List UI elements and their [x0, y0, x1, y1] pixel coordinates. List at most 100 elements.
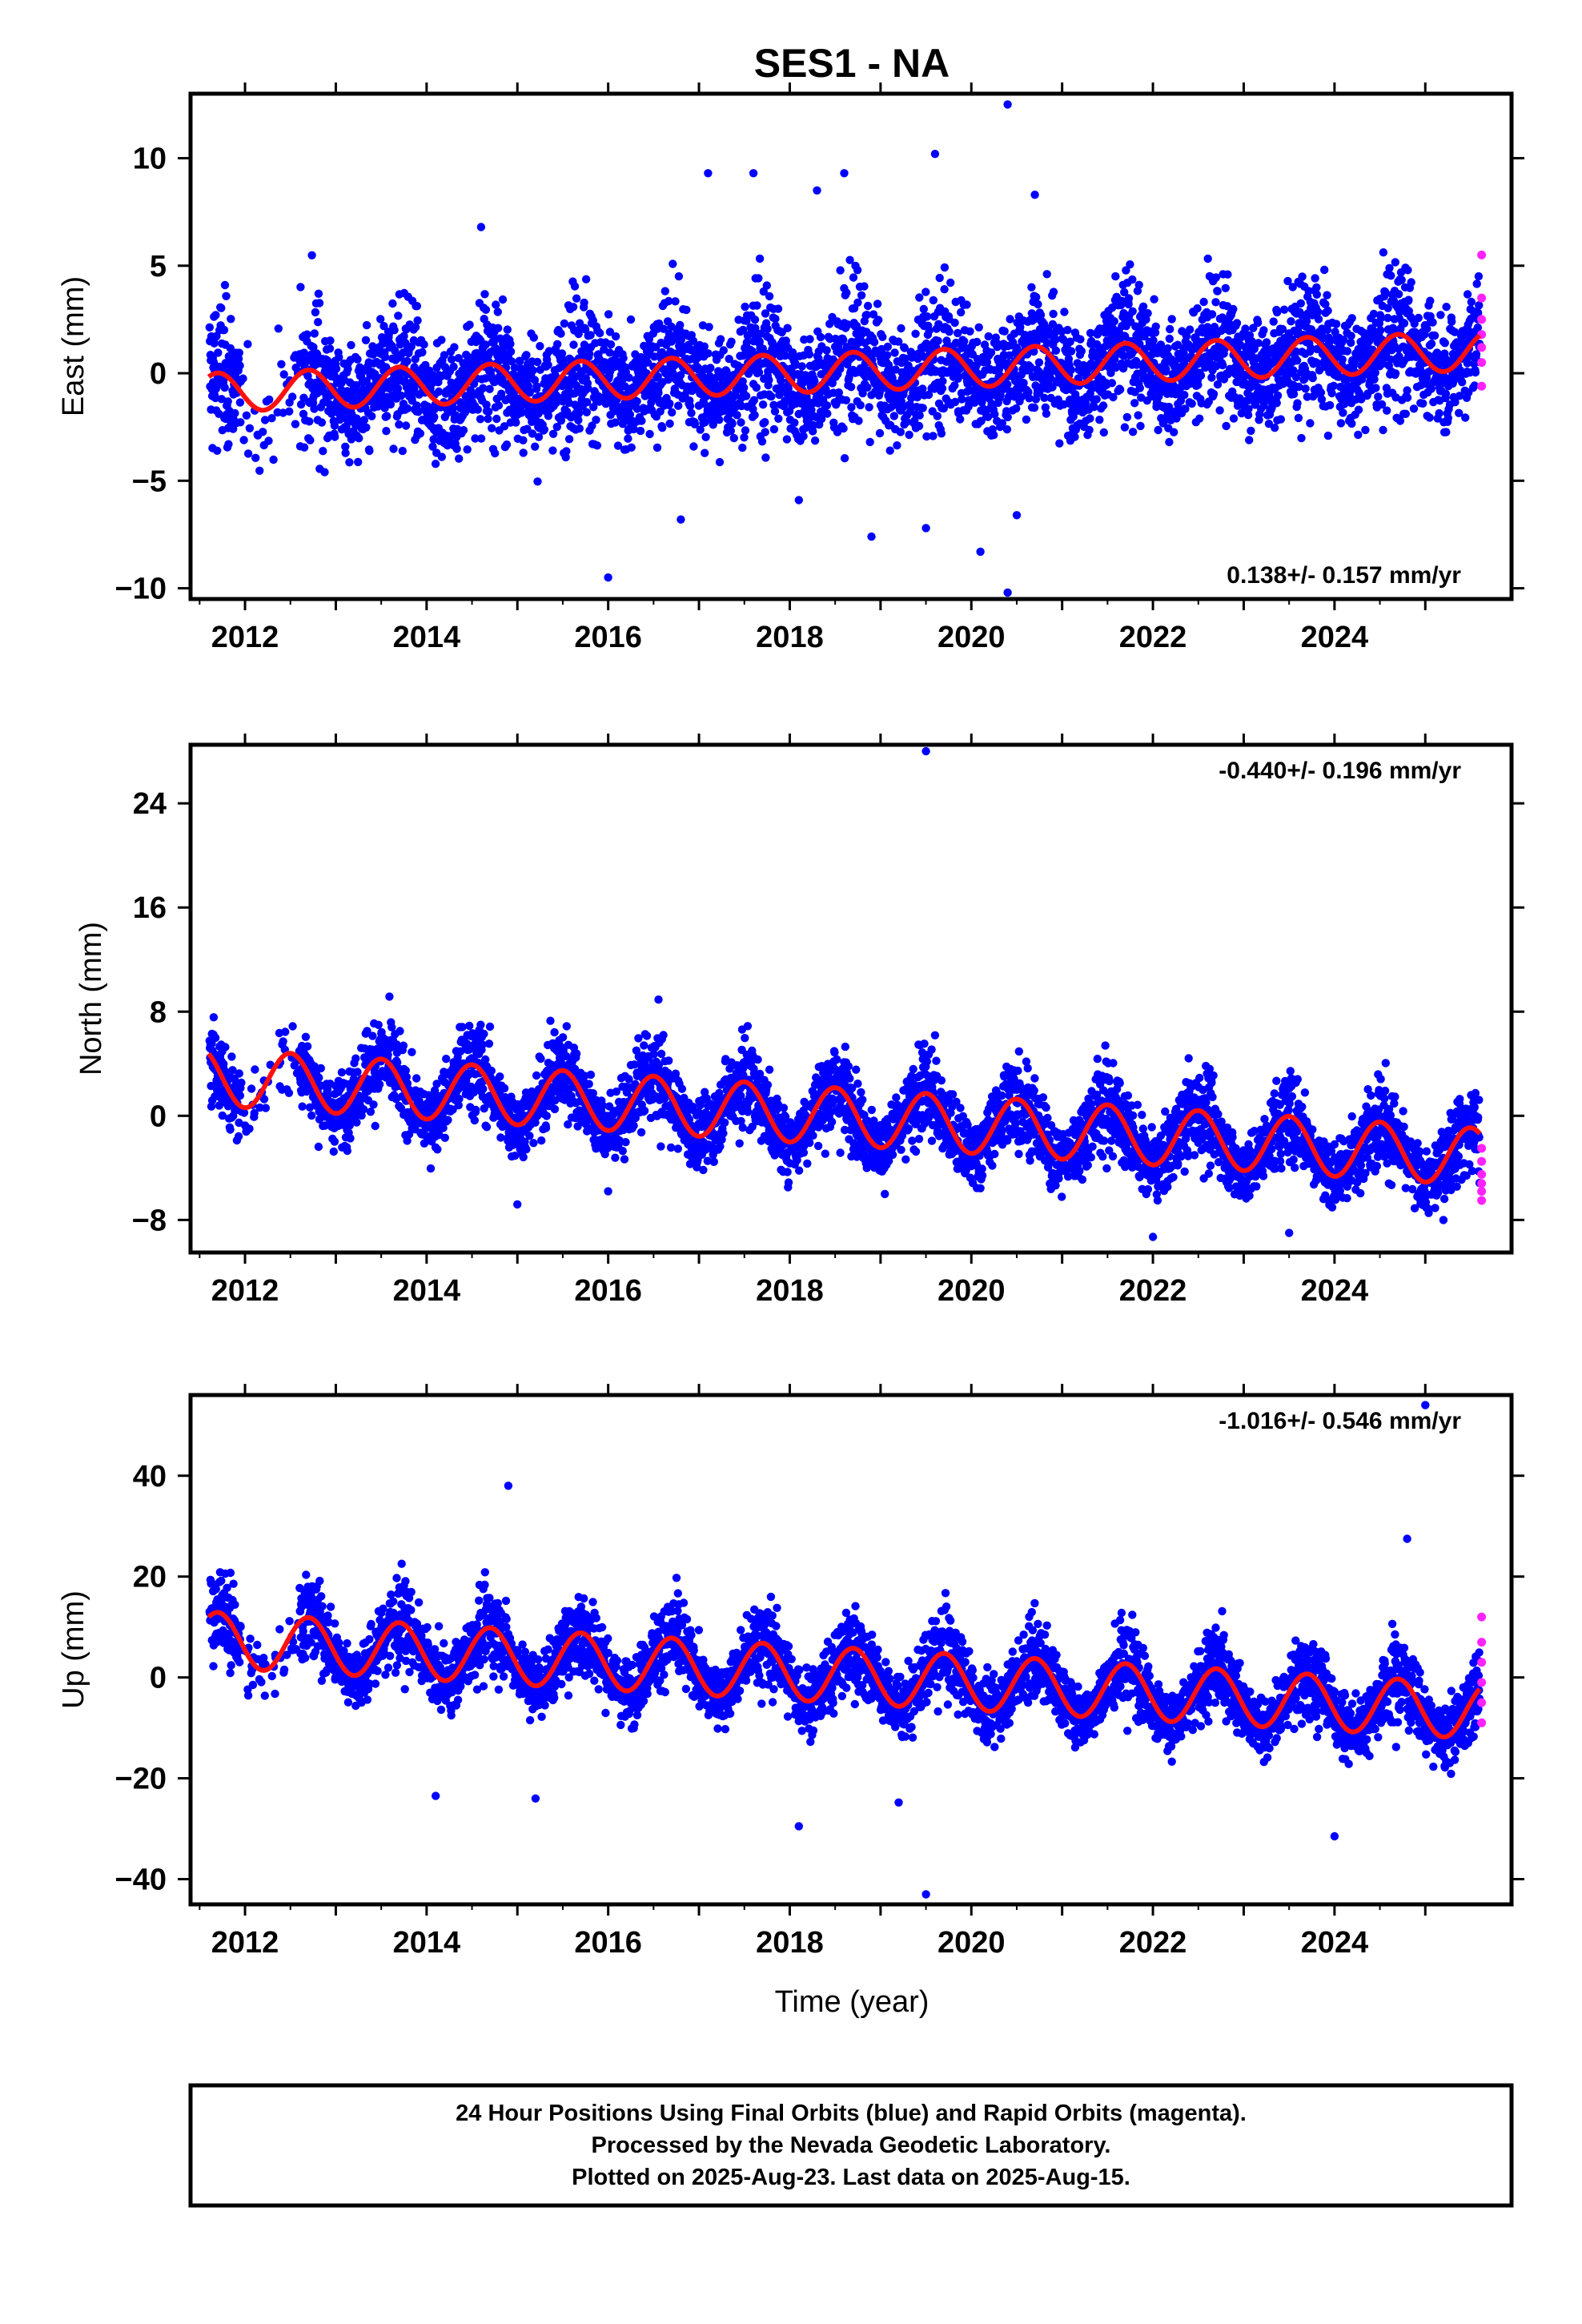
- final-orbit-point: [217, 304, 226, 312]
- final-orbit-point: [450, 343, 459, 352]
- final-orbit-point: [261, 1104, 271, 1112]
- final-orbit-point: [606, 340, 616, 349]
- final-orbit-point: [367, 412, 376, 420]
- final-orbit-point: [476, 434, 486, 443]
- final-orbit-point: [288, 392, 297, 401]
- final-orbit-point: [1403, 386, 1411, 395]
- final-orbit-point: [245, 1124, 254, 1133]
- final-orbit-point: [805, 335, 814, 344]
- final-orbit-point: [529, 333, 538, 342]
- final-orbit-point: [738, 443, 747, 452]
- final-orbit-point: [885, 446, 894, 455]
- final-orbit-point: [1339, 336, 1348, 344]
- final-orbit-point: [503, 325, 512, 334]
- x-tick-label: 2016: [574, 621, 642, 654]
- final-orbit-point: [382, 427, 391, 436]
- final-orbit-point: [1387, 271, 1395, 280]
- final-orbit-point: [637, 416, 646, 425]
- final-orbit-point: [685, 401, 695, 411]
- final-orbit-point: [572, 294, 581, 303]
- final-orbit-point: [581, 275, 591, 283]
- final-orbit-point: [763, 324, 772, 333]
- final-orbit-point: [661, 287, 669, 296]
- final-orbit-point: [237, 1078, 246, 1088]
- final-orbit-point: [596, 328, 604, 338]
- final-orbit-point: [945, 328, 954, 336]
- final-orbit-point: [236, 418, 245, 427]
- final-orbit-point: [1077, 347, 1086, 356]
- final-orbit-point: [1399, 319, 1409, 328]
- final-orbit-point: [1049, 287, 1058, 296]
- final-orbit-point: [243, 340, 252, 348]
- rapid-orbit-point: [1477, 250, 1487, 259]
- final-orbit-point: [1221, 283, 1231, 292]
- final-orbit-point: [1124, 294, 1134, 303]
- final-orbit-point: [315, 299, 324, 308]
- final-orbit-point: [510, 364, 519, 372]
- final-orbit-point: [525, 388, 534, 397]
- final-orbit-point: [728, 419, 737, 428]
- final-orbit-point: [1165, 437, 1174, 447]
- final-orbit-point: [1427, 340, 1436, 348]
- final-orbit-point: [530, 376, 540, 384]
- final-orbit-point: [1279, 305, 1289, 314]
- final-orbit-point: [643, 358, 652, 367]
- final-orbit-point: [562, 447, 571, 456]
- final-orbit-point: [658, 424, 667, 432]
- final-orbit-point: [950, 318, 959, 328]
- final-orbit-point: [458, 1023, 467, 1031]
- final-orbit-point: [1379, 425, 1387, 435]
- final-orbit-point: [299, 443, 309, 452]
- final-orbit-point: [1441, 389, 1451, 398]
- final-orbit-point: [946, 278, 955, 287]
- final-orbit-point: [1207, 373, 1216, 382]
- final-orbit-point: [394, 312, 403, 320]
- final-orbit-point: [840, 169, 849, 178]
- final-orbit-point: [857, 291, 866, 300]
- final-orbit-point: [1193, 304, 1202, 313]
- final-orbit-point: [794, 496, 803, 505]
- final-orbit-point: [1229, 304, 1238, 314]
- final-orbit-point: [222, 292, 231, 300]
- final-orbit-point: [715, 457, 725, 467]
- final-orbit-point: [1463, 290, 1472, 299]
- final-orbit-point: [1269, 317, 1278, 326]
- final-orbit-point: [1126, 260, 1134, 269]
- final-orbit-point: [1003, 380, 1012, 389]
- final-orbit-point: [582, 408, 591, 416]
- final-orbit-point: [480, 290, 489, 299]
- final-orbit-point: [1006, 315, 1014, 324]
- final-orbit-point: [473, 405, 482, 414]
- final-orbit-point: [362, 423, 371, 432]
- final-orbit-point: [316, 1063, 325, 1073]
- final-orbit-point: [1461, 413, 1470, 422]
- final-orbit-point: [757, 437, 767, 446]
- final-orbit-point: [575, 408, 584, 417]
- final-orbit-point: [522, 351, 531, 360]
- final-orbit-point: [463, 445, 472, 454]
- final-orbit-point: [893, 441, 901, 450]
- final-orbit-point: [1187, 399, 1196, 408]
- y-tick-label: 10: [133, 143, 167, 176]
- final-orbit-point: [1163, 344, 1172, 353]
- final-orbit-point: [299, 409, 308, 419]
- final-orbit-point: [532, 382, 541, 391]
- final-orbit-point: [604, 310, 613, 319]
- final-orbit-point: [314, 289, 323, 298]
- final-orbit-point: [303, 330, 311, 339]
- final-orbit-point: [385, 992, 394, 1001]
- final-orbit-point: [1394, 290, 1403, 299]
- final-orbit-point: [284, 1088, 294, 1098]
- final-orbit-point: [1447, 317, 1456, 326]
- final-orbit-point: [701, 432, 710, 441]
- final-orbit-point: [580, 325, 590, 334]
- final-orbit-point: [626, 315, 636, 324]
- final-orbit-point: [1143, 309, 1152, 318]
- final-orbit-point: [1376, 326, 1385, 335]
- final-orbit-point: [544, 412, 553, 420]
- final-orbit-point: [1272, 399, 1281, 408]
- final-orbit-point: [1030, 403, 1039, 412]
- final-orbit-point: [1414, 313, 1423, 323]
- final-orbit-point: [485, 384, 494, 393]
- final-orbit-point: [568, 303, 578, 312]
